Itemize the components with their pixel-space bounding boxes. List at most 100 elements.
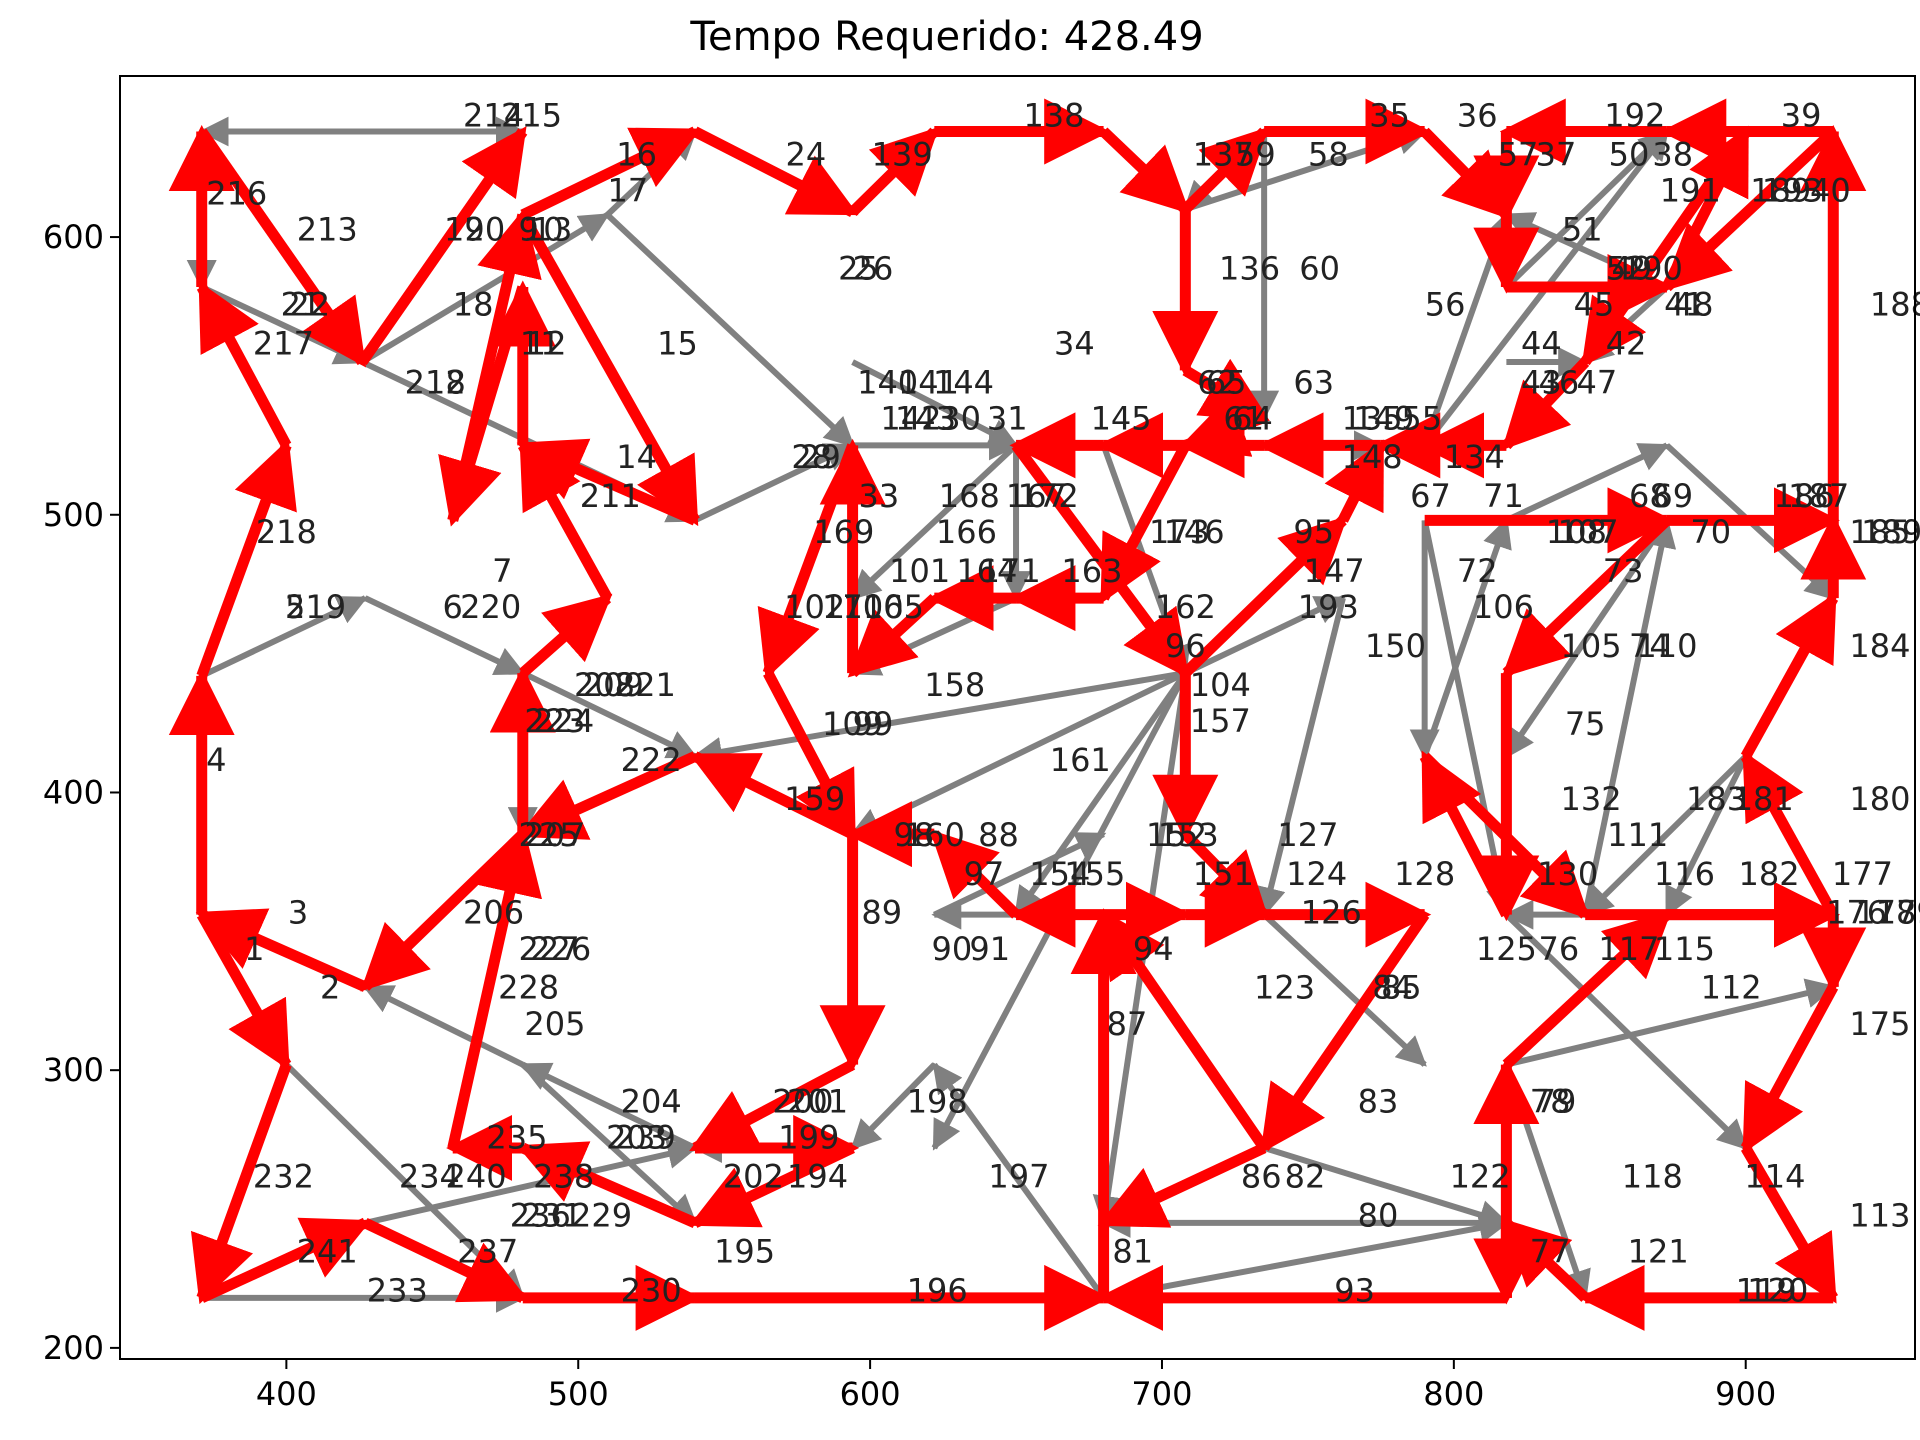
node-label-41: 41 <box>1664 285 1705 323</box>
node-label-38: 38 <box>1652 136 1693 174</box>
node-label-70: 70 <box>1690 513 1731 551</box>
node-label-128: 128 <box>1394 855 1455 893</box>
x-tick-label-700: 700 <box>1131 1375 1192 1413</box>
node-label-22: 22 <box>289 285 330 323</box>
node-label-160: 160 <box>904 816 965 854</box>
node-label-119: 119 <box>1736 1271 1797 1309</box>
node-label-52: 52 <box>1606 249 1647 287</box>
y-tick-label-600: 600 <box>43 218 104 256</box>
node-label-193: 193 <box>1298 588 1359 626</box>
node-label-104: 104 <box>1190 666 1251 704</box>
node-label-151: 151 <box>1193 855 1254 893</box>
node-label-118: 118 <box>1622 1157 1683 1195</box>
route-edge-88 <box>360 830 527 992</box>
node-label-50: 50 <box>1609 136 1650 174</box>
node-label-74: 74 <box>1629 627 1670 665</box>
route-edge-72 <box>1099 127 1191 214</box>
x-tick-label-600: 600 <box>840 1375 901 1413</box>
node-label-88: 88 <box>978 816 1019 854</box>
gray-edge-15 <box>849 670 1187 837</box>
node-label-105: 105 <box>1560 627 1621 665</box>
gray-edge-61 <box>1256 597 1346 918</box>
node-label-202: 202 <box>723 1157 784 1195</box>
node-label-89: 89 <box>861 894 902 932</box>
node-label-148: 148 <box>1342 438 1403 476</box>
node-label-177: 177 <box>1832 855 1893 893</box>
node-label-198: 198 <box>907 1083 968 1121</box>
node-label-161: 161 <box>1050 741 1111 779</box>
node-label-137: 137 <box>1193 136 1254 174</box>
node-label-194: 194 <box>787 1157 848 1195</box>
node-label-83: 83 <box>1358 1083 1399 1121</box>
node-label-189: 189 <box>1861 513 1920 551</box>
node-label-111: 111 <box>1607 816 1668 854</box>
node-label-43: 43 <box>1521 363 1562 401</box>
node-label-63: 63 <box>1293 363 1334 401</box>
node-label-25: 25 <box>838 249 879 287</box>
node-label-13: 13 <box>532 211 573 249</box>
gray-edge-41 <box>520 1062 698 1226</box>
node-label-40: 40 <box>1810 172 1851 210</box>
node-label-121: 121 <box>1628 1232 1689 1270</box>
chart-title: Tempo Requerido: 428.49 <box>689 14 1203 60</box>
node-label-127: 127 <box>1277 816 1338 854</box>
node-label-77: 77 <box>1530 1232 1571 1270</box>
route-edge-86 <box>689 751 856 840</box>
node-label-143: 143 <box>895 399 956 437</box>
node-label-57: 57 <box>1498 136 1539 174</box>
node-label-130: 130 <box>1537 855 1598 893</box>
node-label-95: 95 <box>1293 513 1334 551</box>
node-label-93: 93 <box>1334 1271 1375 1309</box>
route-edge-59 <box>516 1141 698 1228</box>
node-label-153: 153 <box>1158 816 1219 854</box>
node-label-205: 205 <box>524 1005 585 1043</box>
node-label-230: 230 <box>621 1271 682 1309</box>
node-label-175: 175 <box>1849 1005 1910 1043</box>
node-label-152: 152 <box>1146 816 1207 854</box>
node-label-132: 132 <box>1560 780 1621 818</box>
node-label-158: 158 <box>924 666 985 704</box>
route-edge-89 <box>195 908 368 992</box>
route-edge-36 <box>1419 750 1512 918</box>
y-tick-label-200: 200 <box>43 1329 104 1367</box>
node-label-51: 51 <box>1562 211 1603 249</box>
node-label-167: 167 <box>1006 477 1067 515</box>
gray-edge-49 <box>200 595 368 679</box>
gray-edge-51 <box>1583 754 1748 917</box>
node-label-68: 68 <box>1629 477 1670 515</box>
node-label-212: 212 <box>405 363 466 401</box>
node-label-229: 229 <box>571 1196 632 1234</box>
node-label-168: 168 <box>939 477 1000 515</box>
route-edge-layer <box>168 98 1867 1331</box>
route-edge-82 <box>847 594 939 678</box>
node-label-147: 147 <box>1304 552 1365 590</box>
node-label-28: 28 <box>791 438 832 476</box>
node-label-1: 1 <box>244 930 264 968</box>
node-label-18: 18 <box>453 285 494 323</box>
node-label-154: 154 <box>1029 855 1090 893</box>
route-edge-22 <box>1501 358 1590 451</box>
node-label-227: 227 <box>519 930 580 968</box>
node-label-39: 39 <box>1781 97 1822 135</box>
node-label-3: 3 <box>288 894 308 932</box>
node-label-197: 197 <box>988 1157 1049 1195</box>
node-label-72: 72 <box>1457 552 1498 590</box>
route-edge-1 <box>190 1062 292 1305</box>
route-edge-34 <box>1501 516 1671 678</box>
node-label-207: 207 <box>524 816 585 854</box>
node-label-173: 173 <box>1149 513 1210 551</box>
node-label-64: 64 <box>1232 399 1273 437</box>
node-label-233: 233 <box>367 1271 428 1309</box>
node-label-107: 107 <box>1558 513 1619 551</box>
node-label-176: 176 <box>1826 894 1887 932</box>
node-label-5: 5 <box>285 588 305 626</box>
node-label-99: 99 <box>853 705 894 743</box>
node-label-56: 56 <box>1425 285 1466 323</box>
route-edge-3 <box>362 1217 529 1303</box>
route-edge-2 <box>199 1217 372 1303</box>
route-edge-85 <box>763 670 858 840</box>
gray-edge-14 <box>692 670 1186 767</box>
route-edge-73 <box>1181 126 1269 214</box>
gray-edge-40 <box>362 984 525 1068</box>
x-tick-label-800: 800 <box>1423 1375 1484 1413</box>
